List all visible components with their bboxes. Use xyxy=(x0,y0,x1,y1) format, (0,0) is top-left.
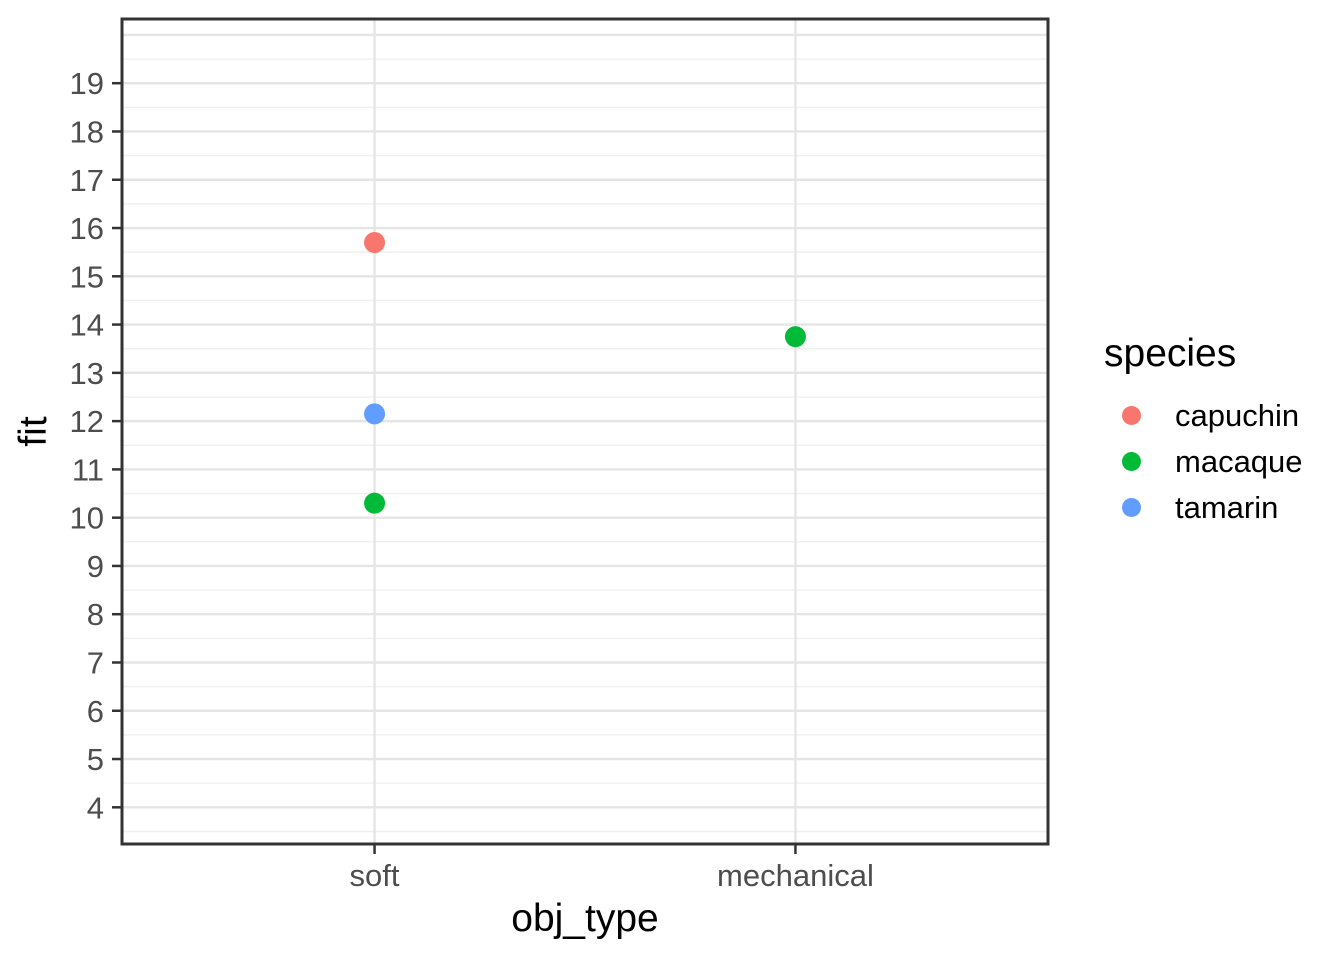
plot-panel: 4 5 6 7 8 9 10 11 12 13 14 15 16 17 18 19 soft mechanical xyxy=(70,17,1050,893)
y-tick-label: 9 xyxy=(87,549,104,584)
y-tick-label: 4 xyxy=(87,790,104,825)
legend: species capuchin macaque tamarin xyxy=(1104,332,1303,531)
data-point-macaque-mechanical xyxy=(784,326,806,348)
y-tick-label: 14 xyxy=(70,308,104,343)
legend-key-circle-macaque xyxy=(1122,452,1141,472)
legend-item-capuchin: capuchin xyxy=(1104,393,1303,439)
legend-item-tamarin: tamarin xyxy=(1104,485,1303,531)
x-axis-title: obj_type xyxy=(511,897,658,940)
panel-background xyxy=(122,19,1048,844)
y-tick-label: 5 xyxy=(87,742,104,777)
legend-label: capuchin xyxy=(1175,397,1300,433)
y-tick-label: 15 xyxy=(70,259,104,294)
y-tick-label: 13 xyxy=(70,356,104,391)
x-tick-label: soft xyxy=(350,858,400,893)
legend-items: capuchin macaque tamarin xyxy=(1104,393,1303,531)
y-tick-label: 10 xyxy=(70,501,104,536)
legend-item-macaque: macaque xyxy=(1104,439,1303,485)
y-tick-label: 11 xyxy=(72,452,104,487)
data-point-macaque-soft xyxy=(364,492,386,514)
legend-key-circle-tamarin xyxy=(1122,498,1141,518)
y-axis-title: fit xyxy=(12,416,55,447)
legend-title: species xyxy=(1104,332,1237,375)
x-tick-label: mechanical xyxy=(717,858,874,893)
y-tick-label: 19 xyxy=(70,66,104,101)
y-tick-label: 16 xyxy=(70,211,104,246)
legend-key-circle-capuchin xyxy=(1122,406,1141,426)
legend-label: macaque xyxy=(1175,443,1303,479)
y-tick-label: 6 xyxy=(87,694,104,729)
y-tick-label: 8 xyxy=(87,597,104,632)
data-point-capuchin-soft xyxy=(364,232,386,254)
y-tick-label: 17 xyxy=(70,163,104,198)
y-tick-label: 12 xyxy=(70,404,104,439)
legend-label: tamarin xyxy=(1175,489,1279,525)
y-tick-label: 18 xyxy=(70,114,104,149)
panel-border xyxy=(120,17,1050,846)
y-tick-label: 7 xyxy=(87,645,104,680)
data-point-tamarin-soft xyxy=(364,403,386,425)
